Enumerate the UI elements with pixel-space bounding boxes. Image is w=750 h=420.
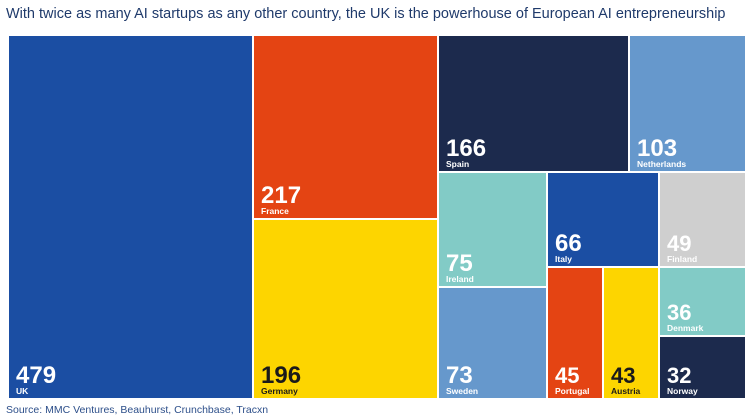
tile-label-france: France bbox=[261, 206, 289, 216]
tile-value-netherlands: 103 bbox=[637, 135, 677, 162]
tile-label-finland: Finland bbox=[667, 254, 697, 264]
tile-value-sweden: 73 bbox=[446, 362, 473, 389]
tile-value-portugal: 45 bbox=[555, 363, 579, 388]
tile-label-spain: Spain bbox=[446, 159, 469, 169]
tile-value-finland: 49 bbox=[667, 231, 691, 256]
tile-value-denmark: 36 bbox=[667, 300, 691, 325]
tile-rect-spain bbox=[439, 36, 628, 171]
tile-rect-uk bbox=[9, 36, 252, 398]
tile-rect-netherlands bbox=[630, 36, 745, 171]
tile-rect-france bbox=[254, 36, 437, 218]
tile-rect-finland bbox=[660, 173, 745, 266]
tile-value-italy: 66 bbox=[555, 230, 582, 257]
tile-label-sweden: Sweden bbox=[446, 386, 478, 396]
tile-label-italy: Italy bbox=[555, 254, 572, 264]
tile-label-ireland: Ireland bbox=[446, 274, 474, 284]
tile-label-denmark: Denmark bbox=[667, 323, 704, 333]
tile-value-ireland: 75 bbox=[446, 250, 473, 277]
tile-rect-norway bbox=[660, 337, 745, 398]
tile-rect-ireland bbox=[439, 173, 546, 286]
tile-label-germany: Germany bbox=[261, 386, 298, 396]
tile-label-portugal: Portugal bbox=[555, 386, 589, 396]
source-note: Source: MMC Ventures, Beauhurst, Crunchb… bbox=[6, 404, 269, 416]
chart-title: With twice as many AI startups as any ot… bbox=[6, 6, 726, 22]
tile-label-norway: Norway bbox=[667, 386, 698, 396]
tile-rect-germany bbox=[254, 220, 437, 398]
tile-value-germany: 196 bbox=[261, 362, 301, 389]
tile-rect-sweden bbox=[439, 288, 546, 398]
tile-value-norway: 32 bbox=[667, 363, 691, 388]
tile-rect-denmark bbox=[660, 268, 745, 335]
tile-rect-austria bbox=[604, 268, 658, 398]
tile-value-france: 217 bbox=[261, 182, 301, 209]
tile-label-austria: Austria bbox=[611, 386, 641, 396]
tile-value-spain: 166 bbox=[446, 135, 486, 162]
tile-rect-portugal bbox=[548, 268, 602, 398]
tile-value-austria: 43 bbox=[611, 363, 635, 388]
tile-label-netherlands: Netherlands bbox=[637, 159, 686, 169]
tile-value-uk: 479 bbox=[16, 362, 56, 389]
tile-label-uk: UK bbox=[16, 386, 29, 396]
tile-rect-italy bbox=[548, 173, 658, 266]
